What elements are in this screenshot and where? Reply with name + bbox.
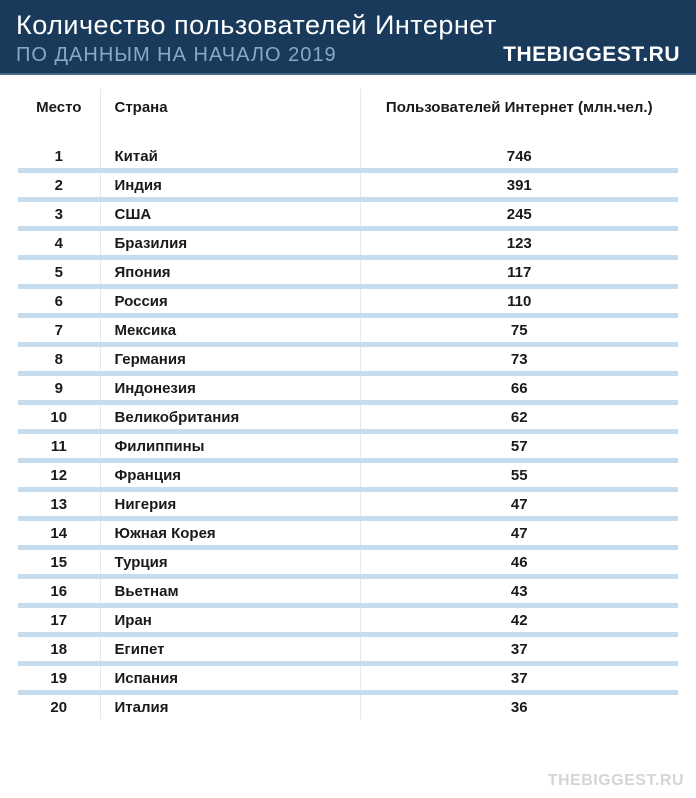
brand-label: THEBIGGEST.RU	[503, 43, 680, 67]
table-row: 8Германия73	[18, 345, 678, 374]
subheader: ПО ДАННЫМ НА НАЧАЛО 2019 THEBIGGEST.RU	[16, 43, 680, 67]
table-row: 6Россия110	[18, 287, 678, 316]
internet-users-table: Место Страна Пользователей Интернет (млн…	[18, 89, 678, 719]
table-row: 16Вьетнам43	[18, 577, 678, 606]
cell-users: 245	[360, 200, 678, 229]
watermark: THEBIGGEST.RU	[548, 772, 684, 790]
table-row: 19Испания37	[18, 664, 678, 693]
cell-users: 37	[360, 635, 678, 664]
cell-rank: 4	[18, 229, 100, 258]
table-container: Место Страна Пользователей Интернет (млн…	[0, 75, 696, 719]
cell-country: Китай	[100, 144, 360, 171]
cell-rank: 16	[18, 577, 100, 606]
table-row: 20Италия36	[18, 693, 678, 720]
cell-country: Италия	[100, 693, 360, 720]
table-row: 18Египет37	[18, 635, 678, 664]
table-row: 15Турция46	[18, 548, 678, 577]
cell-users: 47	[360, 490, 678, 519]
table-row: 12Франция55	[18, 461, 678, 490]
table-header-row: Место Страна Пользователей Интернет (млн…	[18, 89, 678, 144]
cell-rank: 7	[18, 316, 100, 345]
table-row: 11Филиппины57	[18, 432, 678, 461]
table-row: 10Великобритания62	[18, 403, 678, 432]
cell-users: 746	[360, 144, 678, 171]
cell-country: Иран	[100, 606, 360, 635]
cell-users: 37	[360, 664, 678, 693]
cell-country: Филиппины	[100, 432, 360, 461]
table-row: 13Нигерия47	[18, 490, 678, 519]
cell-users: 43	[360, 577, 678, 606]
cell-rank: 9	[18, 374, 100, 403]
cell-users: 47	[360, 519, 678, 548]
cell-rank: 19	[18, 664, 100, 693]
cell-country: Франция	[100, 461, 360, 490]
col-header-rank: Место	[18, 89, 100, 144]
table-row: 3США245	[18, 200, 678, 229]
table-row: 2Индия391	[18, 171, 678, 200]
cell-users: 46	[360, 548, 678, 577]
table-row: 9Индонезия66	[18, 374, 678, 403]
table-row: 1Китай746	[18, 144, 678, 171]
table-body: 1Китай7462Индия3913США2454Бразилия1235Яп…	[18, 144, 678, 719]
cell-rank: 15	[18, 548, 100, 577]
cell-rank: 14	[18, 519, 100, 548]
cell-rank: 20	[18, 693, 100, 720]
table-row: 14Южная Корея47	[18, 519, 678, 548]
cell-rank: 17	[18, 606, 100, 635]
cell-country: Турция	[100, 548, 360, 577]
table-row: 5Япония117	[18, 258, 678, 287]
cell-users: 123	[360, 229, 678, 258]
cell-country: Россия	[100, 287, 360, 316]
cell-users: 42	[360, 606, 678, 635]
cell-rank: 3	[18, 200, 100, 229]
cell-rank: 18	[18, 635, 100, 664]
col-header-users: Пользователей Интернет (млн.чел.)	[360, 89, 678, 144]
cell-rank: 2	[18, 171, 100, 200]
cell-country: Мексика	[100, 316, 360, 345]
cell-rank: 8	[18, 345, 100, 374]
cell-country: Бразилия	[100, 229, 360, 258]
cell-users: 66	[360, 374, 678, 403]
cell-users: 36	[360, 693, 678, 720]
cell-rank: 10	[18, 403, 100, 432]
cell-users: 110	[360, 287, 678, 316]
cell-country: Индонезия	[100, 374, 360, 403]
table-row: 17Иран42	[18, 606, 678, 635]
cell-country: Индия	[100, 171, 360, 200]
cell-rank: 13	[18, 490, 100, 519]
cell-country: Великобритания	[100, 403, 360, 432]
cell-country: Япония	[100, 258, 360, 287]
col-header-country: Страна	[100, 89, 360, 144]
cell-country: Нигерия	[100, 490, 360, 519]
cell-rank: 12	[18, 461, 100, 490]
cell-country: Испания	[100, 664, 360, 693]
cell-country: Вьетнам	[100, 577, 360, 606]
cell-users: 57	[360, 432, 678, 461]
table-row: 4Бразилия123	[18, 229, 678, 258]
cell-users: 73	[360, 345, 678, 374]
page-title: Количество пользователей Интернет	[16, 10, 680, 41]
cell-rank: 5	[18, 258, 100, 287]
cell-rank: 11	[18, 432, 100, 461]
cell-country: Германия	[100, 345, 360, 374]
cell-country: США	[100, 200, 360, 229]
cell-rank: 1	[18, 144, 100, 171]
cell-users: 117	[360, 258, 678, 287]
cell-users: 55	[360, 461, 678, 490]
cell-country: Южная Корея	[100, 519, 360, 548]
cell-rank: 6	[18, 287, 100, 316]
header-bar: Количество пользователей Интернет ПО ДАН…	[0, 0, 696, 75]
cell-users: 62	[360, 403, 678, 432]
cell-users: 391	[360, 171, 678, 200]
subtitle: ПО ДАННЫМ НА НАЧАЛО 2019	[16, 44, 337, 67]
table-row: 7Мексика75	[18, 316, 678, 345]
cell-country: Египет	[100, 635, 360, 664]
cell-users: 75	[360, 316, 678, 345]
